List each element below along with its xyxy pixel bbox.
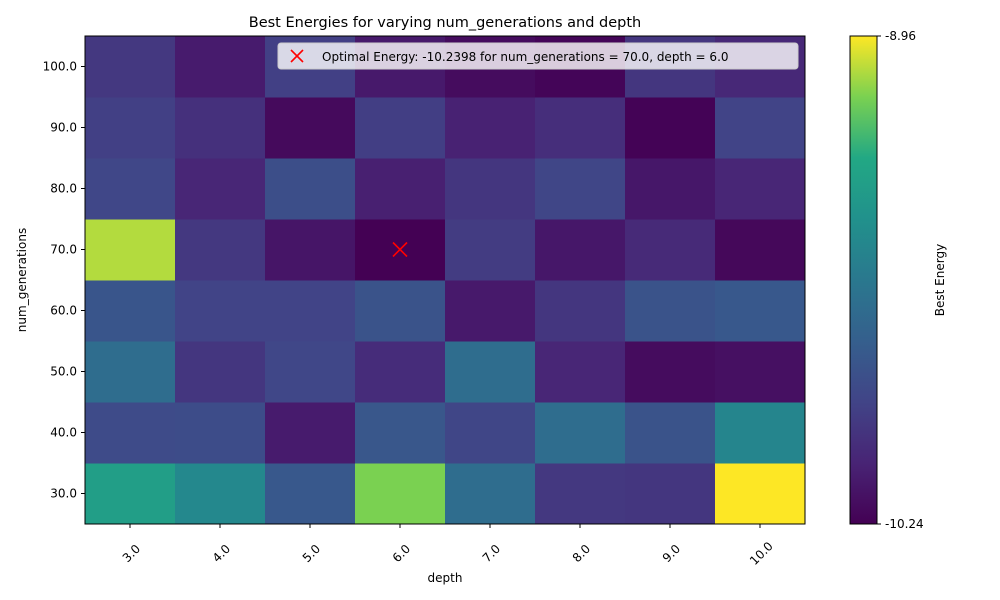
colorbar bbox=[849, 35, 878, 525]
heatmap-cell bbox=[715, 341, 806, 403]
heatmap-cell bbox=[625, 219, 716, 281]
heatmap-cell bbox=[355, 158, 446, 220]
heatmap-cell bbox=[535, 341, 626, 403]
heatmap-cell bbox=[85, 402, 176, 464]
heatmap-cell bbox=[715, 463, 806, 525]
heatmap-cell bbox=[535, 402, 626, 464]
x-tick-label: 5.0 bbox=[300, 542, 323, 565]
heatmap-cell bbox=[265, 158, 356, 220]
heatmap-cell bbox=[85, 463, 176, 525]
heatmap-cell bbox=[445, 97, 536, 159]
heatmap-cell bbox=[175, 463, 266, 525]
heatmap-cell bbox=[715, 219, 806, 281]
plot-frame bbox=[84, 35, 806, 525]
y-tick-label: 90.0 bbox=[50, 121, 77, 135]
heatmap-cell bbox=[445, 158, 536, 220]
heatmap-cell bbox=[85, 341, 176, 403]
legend-label: Optimal Energy: -10.2398 for num_generat… bbox=[322, 50, 729, 64]
heatmap-cell bbox=[265, 280, 356, 342]
heatmap-cell bbox=[175, 280, 266, 342]
heatmap-cell bbox=[85, 219, 176, 281]
heatmap-cell bbox=[625, 97, 716, 159]
heatmap-cell bbox=[85, 280, 176, 342]
optimal-marker-stroke bbox=[392, 241, 408, 258]
heatmap-cells bbox=[85, 36, 806, 525]
y-tick-label: 30.0 bbox=[50, 487, 77, 501]
heatmap-cell bbox=[265, 97, 356, 159]
heatmap-cell bbox=[535, 219, 626, 281]
y-axis-label: num_generations bbox=[15, 228, 29, 332]
heatmap-cell bbox=[355, 97, 446, 159]
heatmap-cell bbox=[265, 402, 356, 464]
x-tick-label: 10.0 bbox=[747, 539, 776, 568]
legend-marker-x-icon bbox=[290, 49, 304, 63]
heatmap-cell bbox=[445, 219, 536, 281]
colorbar-label: Best Energy bbox=[933, 244, 947, 316]
heatmap-cell bbox=[625, 463, 716, 525]
y-tick-label: 80.0 bbox=[50, 182, 77, 196]
legend-box bbox=[277, 42, 799, 70]
colorbar-ticks: -8.96 -10.24 bbox=[877, 29, 924, 531]
colorbar-tick-label: -8.96 bbox=[885, 29, 916, 43]
y-tick-label: 50.0 bbox=[50, 365, 77, 379]
heatmap-cell bbox=[175, 341, 266, 403]
optimal-marker bbox=[392, 241, 408, 258]
heatmap-cell bbox=[445, 280, 536, 342]
heatmap-cell bbox=[175, 158, 266, 220]
heatmap-cell bbox=[535, 280, 626, 342]
heatmap-cell bbox=[715, 97, 806, 159]
chart-title: Best Energies for varying num_generation… bbox=[249, 15, 641, 31]
y-tick-label: 70.0 bbox=[50, 243, 77, 257]
heatmap-cell bbox=[445, 341, 536, 403]
x-axis-label: depth bbox=[428, 571, 463, 585]
y-tick-label: 40.0 bbox=[50, 426, 77, 440]
heatmap-cell bbox=[625, 158, 716, 220]
heatmap-cell bbox=[85, 158, 176, 220]
heatmap-cell bbox=[175, 402, 266, 464]
heatmap-cell bbox=[535, 463, 626, 525]
x-tick-label: 6.0 bbox=[390, 542, 413, 565]
heatmap-cell bbox=[175, 36, 266, 98]
x-tick-label: 3.0 bbox=[120, 542, 143, 565]
x-tick-label: 9.0 bbox=[660, 542, 683, 565]
heatmap-cell bbox=[355, 402, 446, 464]
heatmap-cell bbox=[355, 280, 446, 342]
y-tick-label: 100.0 bbox=[43, 60, 77, 74]
heatmap-cell bbox=[715, 402, 806, 464]
x-tick-label: 4.0 bbox=[210, 542, 233, 565]
heatmap-cell bbox=[535, 97, 626, 159]
heatmap-cell bbox=[85, 36, 176, 98]
heatmap-cell bbox=[265, 219, 356, 281]
heatmap-cell bbox=[715, 158, 806, 220]
heatmap-cell bbox=[175, 97, 266, 159]
heatmap-cell bbox=[445, 463, 536, 525]
x-tick-label: 7.0 bbox=[480, 542, 503, 565]
legend: Optimal Energy: -10.2398 for num_generat… bbox=[277, 42, 799, 70]
heatmap-cell bbox=[445, 402, 536, 464]
heatmap-cell bbox=[265, 463, 356, 525]
heatmap-cell bbox=[355, 341, 446, 403]
heatmap-cell bbox=[85, 97, 176, 159]
colorbar-tick-label: -10.24 bbox=[885, 517, 924, 531]
heatmap-cell bbox=[175, 219, 266, 281]
heatmap-cell bbox=[535, 158, 626, 220]
y-tick-label: 60.0 bbox=[50, 304, 77, 318]
heatmap-cell bbox=[715, 280, 806, 342]
heatmap-cell bbox=[625, 402, 716, 464]
heatmap-cell bbox=[625, 280, 716, 342]
heatmap-cell bbox=[265, 341, 356, 403]
heatmap-cell bbox=[355, 463, 446, 525]
heatmap-cell bbox=[625, 341, 716, 403]
x-tick-label: 8.0 bbox=[570, 542, 593, 565]
